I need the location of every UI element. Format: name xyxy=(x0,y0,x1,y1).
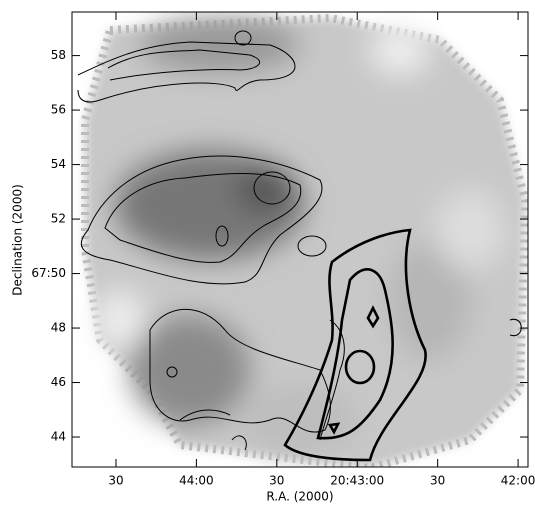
y-tick-label: 48 xyxy=(51,321,66,335)
x-tick-label: 30 xyxy=(269,474,284,488)
x-tick-label: 44:00 xyxy=(179,474,214,488)
x-axis-label: R.A. (2000) xyxy=(266,490,333,504)
contours xyxy=(77,30,522,462)
x-tick-label: 30 xyxy=(108,474,123,488)
x-tick-label: 30 xyxy=(430,474,445,488)
y-tick-label: 54 xyxy=(51,157,66,171)
plot-frame xyxy=(71,11,529,468)
y-tick-label: 44 xyxy=(51,430,66,444)
y-axis-label: Declination (2000) xyxy=(11,184,25,296)
x-tick-label: 20:43:00 xyxy=(330,474,384,488)
y-tick-label: 56 xyxy=(51,103,66,117)
sky-image xyxy=(81,13,528,467)
y-tick-label: 67:50 xyxy=(31,266,66,280)
y-tick-label: 46 xyxy=(51,375,66,389)
x-tick-label: 42:00 xyxy=(501,474,535,488)
y-tick-label: 58 xyxy=(51,48,66,62)
y-tick-label: 52 xyxy=(51,212,66,226)
